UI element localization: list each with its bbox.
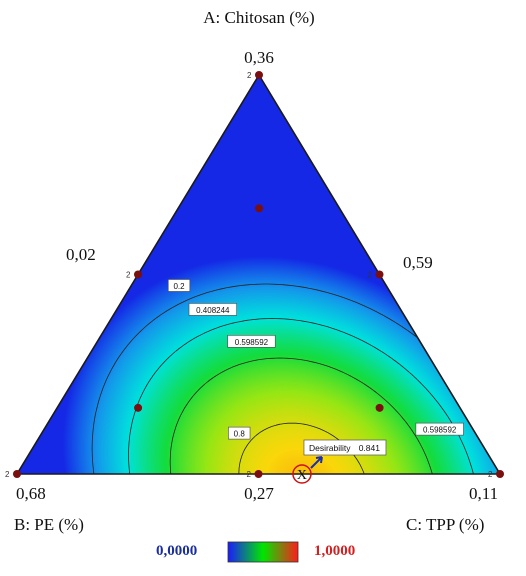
edge-bottom-value: 0,27	[244, 484, 274, 503]
replicate-label: 2	[126, 271, 131, 280]
contour-label: 0.8	[234, 430, 246, 439]
contour-label: 0.408244	[196, 306, 230, 315]
contour-line-3	[169, 357, 438, 474]
design-point	[134, 403, 143, 412]
optimum-ring	[292, 464, 312, 484]
design-point	[255, 71, 263, 79]
colorbar-max-label: 1,0000	[314, 543, 356, 559]
axis-a-label: A: Chitosan (%)	[203, 8, 315, 27]
optimum-arrow	[310, 456, 323, 469]
axis-c-label: C: TPP (%)	[406, 515, 485, 534]
contour-labels: 0.2 0.408244 0.598592 0.598592 0.8	[167, 279, 464, 440]
contour-label-box	[188, 303, 237, 316]
replicate-label: 2	[5, 470, 10, 479]
contour-label-box	[228, 426, 251, 440]
contour-lines	[91, 283, 500, 474]
design-point	[254, 470, 263, 478]
edge-left-value: 0,02	[66, 245, 96, 264]
colorbar	[227, 541, 299, 563]
design-point	[375, 270, 384, 279]
optimum-value: 0.841	[359, 443, 381, 453]
edge-right-value: 0,59	[403, 253, 433, 272]
replicate-label: 2	[247, 470, 252, 479]
vertex-c-value: 0,11	[469, 484, 499, 503]
design-point	[496, 470, 504, 478]
vertex-a-value: 0,36	[244, 48, 274, 67]
optimum-marker: X Desirability 0.841	[292, 439, 387, 484]
design-point	[134, 270, 142, 279]
replicate-label: 2	[368, 271, 373, 280]
replicate-label: 2	[488, 470, 493, 479]
contour-label-box	[415, 422, 464, 436]
axis-b-label: B: PE (%)	[14, 515, 84, 534]
replicate-label: 2	[247, 71, 252, 80]
contour-line-4	[238, 422, 369, 474]
contour-label: 0.598592	[423, 426, 457, 435]
contour-label-box	[227, 335, 276, 348]
vertex-b-value: 0,68	[16, 484, 46, 503]
optimum-label: Desirability	[309, 443, 351, 453]
contour-line-2	[128, 318, 479, 474]
optimum-x-label: X	[297, 468, 307, 483]
design-point	[255, 204, 264, 213]
contour-label-box	[167, 279, 191, 292]
design-point	[13, 470, 21, 478]
colorbar-min-label: 0,0000	[156, 543, 198, 559]
optimum-callout-box	[303, 439, 387, 456]
contour-label: 0.2	[173, 282, 185, 291]
design-point	[375, 403, 384, 412]
contour-label: 0.598592	[235, 338, 269, 347]
